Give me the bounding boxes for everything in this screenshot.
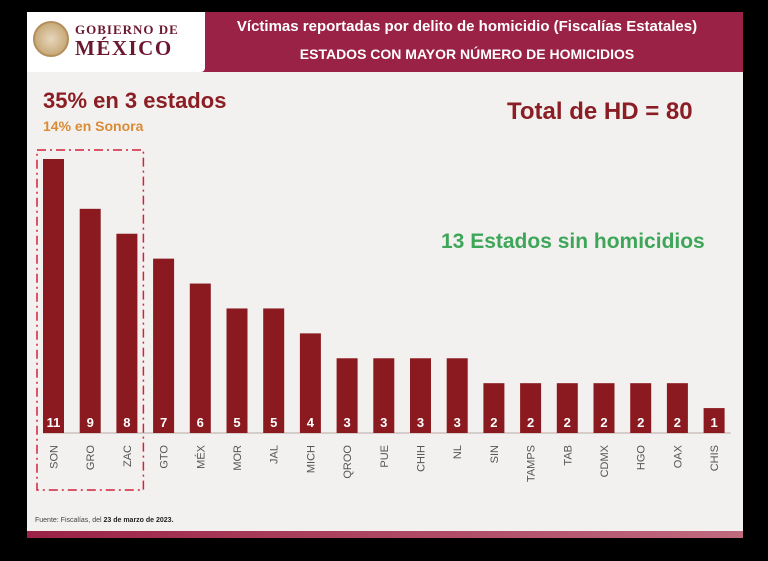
bar-mor [226,308,248,433]
highlight-box [36,149,145,491]
value-label-tab: 2 [564,415,571,430]
category-label-hgo: HGO [636,445,648,471]
logo-line-1: GOBIERNO DE [75,22,179,37]
bar-son [43,159,64,433]
value-label-tamps: 2 [527,415,534,430]
value-label-cdmx: 2 [600,415,607,430]
category-label-jal: JAL [269,445,281,464]
value-label-nl: 3 [454,415,461,430]
category-label-pue: PUE [379,445,391,468]
bar-chart: 11 SON 9 GRO 8 ZAC 7 GTO 6 MÉX 5 MOR 5 JAL 4 MICH 3 QROO 3… [36,149,731,491]
category-label-tamps: TAMPS [526,445,538,482]
value-label-sin: 2 [490,415,497,430]
bar-méx [189,283,211,433]
source-prefix: Fuente: Fiscalías, del [35,517,104,524]
category-label-nl: NL [452,445,464,459]
category-label-chis: CHIS [709,445,721,471]
value-label-chis: 1 [710,415,717,430]
value-label-jal: 5 [270,415,277,430]
bar-hgo [630,383,652,433]
total-annotation: Total de HD = 80 [507,98,693,125]
bar-mich [299,333,321,433]
category-label-son: SON [49,445,61,469]
category-label-gto: GTO [159,445,171,469]
bar-qroo [336,358,358,433]
bar-sin [483,383,505,433]
bar-tab [556,383,578,433]
category-label-gro: GRO [85,445,97,471]
value-label-oax: 2 [674,415,681,430]
value-label-mich: 4 [307,415,315,430]
national-seal-icon [33,21,69,57]
value-label-hgo: 2 [637,415,644,430]
source-date: 23 de marzo de 2023. [103,517,174,524]
value-label-gto: 7 [160,415,167,430]
government-logo: GOBIERNO DE MÉXICO [27,12,205,72]
logo-line-2: MÉXICO [75,36,173,60]
footer-bar [27,531,743,538]
value-label-gro: 9 [87,415,94,430]
bar-oax [666,383,688,433]
value-label-chih: 3 [417,415,424,430]
value-label-méx: 6 [197,415,204,430]
category-label-mich: MICH [305,445,317,473]
bar-cdmx [593,383,615,433]
no-homicides-annotation: 13 Estados sin homicidios [441,230,705,253]
sonora-annotation: 14% en Sonora [43,118,144,134]
concentration-annotation: 35% en 3 estados [43,88,227,113]
category-label-mor: MOR [232,445,244,471]
bar-tamps [520,383,542,433]
category-label-qroo: QROO [342,445,354,479]
bar-gro [79,208,101,433]
category-label-sin: SIN [489,445,501,463]
value-label-son: 11 [47,415,61,430]
value-label-qroo: 3 [343,415,350,430]
slide-subtitle: ESTADOS CON MAYOR NÚMERO DE HOMICIDIOS [299,46,635,62]
category-label-cdmx: CDMX [599,444,611,477]
bar-chih [410,358,431,433]
source-note: Fuente: Fiscalías, del 23 de marzo de 20… [35,517,174,524]
bar-jal [263,308,285,433]
header-bar: GOBIERNO DE MÉXICO Víctimas reportadas p… [27,12,743,72]
category-label-chih: CHIH [416,445,428,472]
bar-chis [703,408,725,433]
category-label-tab: TAB [562,445,574,466]
category-label-zac: ZAC [122,445,134,467]
category-label-oax: OAX [672,444,684,468]
bar-pue [373,358,395,433]
slide-title: Víctimas reportadas por delito de homici… [236,18,698,35]
category-label-méx: MÉX [194,444,207,469]
bar-gto [153,258,175,433]
slide: GOBIERNO DE MÉXICO Víctimas reportadas p… [27,12,743,538]
value-label-mor: 5 [233,415,240,430]
value-label-zac: 8 [123,415,130,430]
bar-nl [446,358,468,433]
bar-zac [116,233,138,433]
value-label-pue: 3 [380,415,387,430]
